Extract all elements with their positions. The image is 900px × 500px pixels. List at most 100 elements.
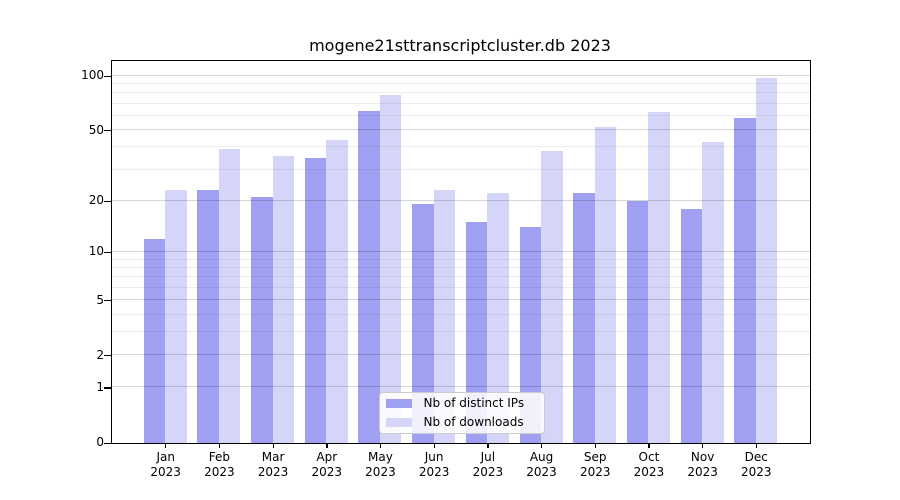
x-tick-year: 2023 bbox=[526, 465, 557, 479]
y-tick-mark bbox=[104, 200, 111, 202]
x-tick-label-apr: Apr 2023 bbox=[292, 450, 362, 480]
y-tick-mark bbox=[104, 75, 111, 77]
gridline bbox=[111, 258, 810, 260]
gridline bbox=[111, 102, 810, 104]
y-tick-mark bbox=[104, 387, 111, 389]
bar-sep-distinct-ips bbox=[573, 193, 595, 443]
x-tick-mark bbox=[218, 443, 221, 448]
y-tick-label: 10 bbox=[88, 244, 104, 259]
x-tick-month: Dec bbox=[744, 450, 768, 464]
legend-item-downloads: Nb of downloads bbox=[385, 414, 544, 430]
bar-feb-distinct-ips bbox=[197, 189, 219, 443]
y-tick-mark bbox=[104, 442, 111, 444]
y-tick-mark bbox=[104, 251, 111, 254]
x-tick-month: Jan bbox=[156, 450, 175, 464]
y-tick-label: 0 bbox=[96, 435, 104, 449]
x-tick-year: 2023 bbox=[418, 465, 450, 479]
bar-apr-distinct-ips bbox=[304, 157, 327, 443]
bar-jun-distinct-ips bbox=[412, 204, 434, 443]
x-tick-month: Oct bbox=[638, 450, 660, 464]
x-tick-mark bbox=[326, 443, 328, 448]
x-tick-mark bbox=[648, 443, 650, 448]
gridline bbox=[111, 146, 810, 148]
y-tick-mark bbox=[104, 130, 111, 132]
gridline bbox=[111, 299, 810, 301]
bar-jan-distinct-ips bbox=[143, 238, 166, 443]
plot-area: Nb of distinct IPs Nb of downloads bbox=[110, 59, 811, 444]
x-tick-month: Jul bbox=[480, 450, 496, 464]
bar-aug-downloads bbox=[541, 151, 563, 443]
legend-swatch-distinct-ips-icon bbox=[385, 398, 412, 408]
bar-apr-downloads bbox=[326, 139, 348, 443]
bar-may-distinct-ips bbox=[358, 110, 380, 443]
x-tick-label-nov: Nov 2023 bbox=[668, 450, 738, 480]
x-tick-month: May bbox=[368, 450, 393, 464]
y-tick-mark bbox=[104, 300, 111, 302]
bar-sep-downloads bbox=[594, 126, 617, 443]
x-tick-year: 2023 bbox=[311, 465, 343, 479]
x-tick-year: 2023 bbox=[687, 465, 718, 479]
chart-title: mogene21sttranscriptcluster.db 2023 bbox=[309, 36, 611, 55]
legend-swatch-downloads-icon bbox=[385, 417, 412, 427]
y-tick-label: 50 bbox=[88, 122, 104, 137]
y-tick-mark bbox=[104, 355, 111, 357]
bar-aug-distinct-ips bbox=[519, 227, 542, 443]
bar-jul-downloads bbox=[487, 193, 509, 443]
bar-oct-distinct-ips bbox=[626, 200, 649, 443]
gridline bbox=[111, 286, 810, 288]
gridline bbox=[111, 129, 810, 131]
x-tick-mark bbox=[272, 443, 274, 448]
bar-nov-distinct-ips bbox=[680, 208, 703, 443]
x-tick-mark bbox=[487, 443, 489, 448]
bar-may-downloads bbox=[379, 95, 402, 443]
x-tick-label-dec: Dec 2023 bbox=[721, 450, 791, 480]
x-tick-year: 2023 bbox=[472, 465, 504, 479]
bar-nov-downloads bbox=[702, 141, 724, 443]
x-tick-year: 2023 bbox=[633, 465, 665, 479]
bar-jun-downloads bbox=[433, 189, 456, 443]
y-tick-label: 1 bbox=[96, 379, 104, 394]
x-tick-year: 2023 bbox=[257, 465, 289, 479]
x-tick-mark bbox=[433, 443, 435, 448]
x-tick-year: 2023 bbox=[150, 465, 181, 479]
x-tick-year: 2023 bbox=[365, 465, 396, 479]
legend-item-distinct-ips: Nb of distinct IPs bbox=[385, 395, 544, 411]
gridline bbox=[111, 386, 810, 388]
y-tick-label: 5 bbox=[96, 292, 104, 307]
bar-dec-distinct-ips bbox=[734, 118, 756, 443]
x-tick-month: Nov bbox=[690, 450, 715, 464]
gridline bbox=[111, 168, 810, 170]
gridline bbox=[111, 276, 810, 278]
x-tick-label-oct: Oct 2023 bbox=[614, 450, 684, 480]
x-tick-year: 2023 bbox=[204, 465, 235, 479]
gridline bbox=[111, 313, 810, 315]
gridline bbox=[111, 74, 810, 76]
x-tick-label-sep: Sep 2023 bbox=[560, 450, 630, 480]
x-tick-year: 2023 bbox=[741, 465, 772, 479]
x-tick-label-jun: Jun 2023 bbox=[399, 450, 469, 480]
gridline bbox=[111, 266, 810, 268]
x-tick-label-jul: Jul 2023 bbox=[453, 450, 523, 480]
x-tick-label-mar: Mar 2023 bbox=[238, 450, 308, 480]
bar-oct-downloads bbox=[648, 111, 670, 443]
gridline bbox=[111, 92, 810, 94]
x-tick-month: Sep bbox=[583, 450, 607, 464]
legend-label-downloads: Nb of downloads bbox=[423, 415, 524, 429]
legend-label-distinct-ips: Nb of distinct IPs bbox=[423, 396, 525, 410]
bar-dec-downloads bbox=[755, 78, 778, 443]
x-tick-label-jan: Jan 2023 bbox=[131, 450, 201, 480]
gridline bbox=[111, 250, 810, 252]
gridline bbox=[111, 199, 810, 201]
gridline bbox=[111, 114, 810, 116]
x-tick-mark bbox=[165, 443, 167, 448]
x-tick-label-aug: Aug 2023 bbox=[507, 450, 577, 480]
bar-mar-distinct-ips bbox=[251, 196, 273, 443]
bar-feb-downloads bbox=[218, 149, 241, 443]
x-tick-month: Feb bbox=[208, 450, 230, 464]
x-tick-month: Aug bbox=[529, 450, 554, 464]
x-tick-month: Mar bbox=[261, 450, 285, 464]
legend: Nb of distinct IPs Nb of downloads bbox=[378, 391, 545, 434]
x-tick-month: Jun bbox=[424, 450, 444, 464]
gridline bbox=[111, 331, 810, 333]
